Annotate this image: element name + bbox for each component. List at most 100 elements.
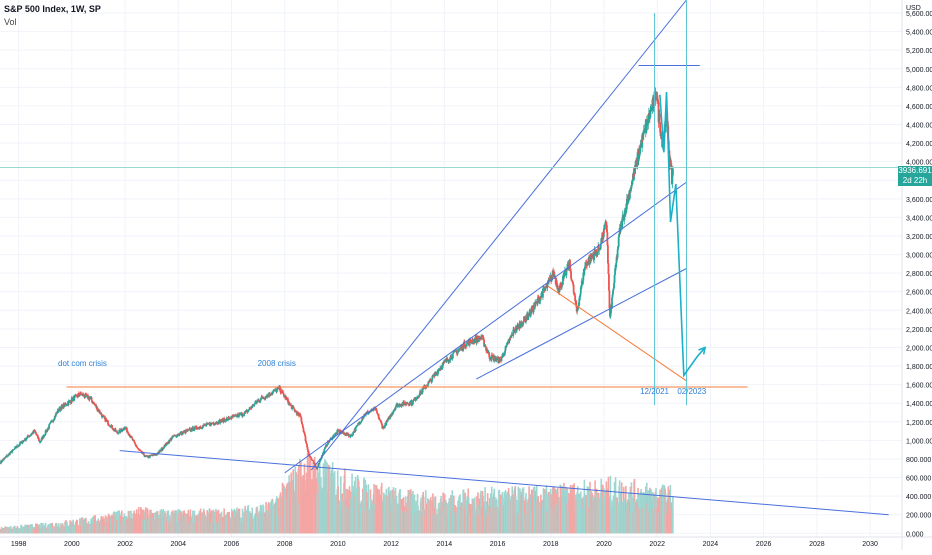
- volume-bar: [380, 482, 383, 534]
- candle-body: [144, 455, 147, 457]
- candle-body: [13, 448, 16, 450]
- candle-body: [522, 320, 525, 324]
- candle-body: [542, 288, 544, 298]
- candle-body: [291, 406, 294, 409]
- candle-body: [627, 195, 630, 204]
- candle-body: [444, 360, 447, 362]
- candle-body: [352, 432, 354, 436]
- candle-body: [326, 444, 329, 446]
- candle-body: [161, 449, 164, 450]
- candle-body: [441, 363, 444, 369]
- volume-bar: [672, 496, 674, 534]
- candle-body: [578, 298, 581, 306]
- candle-body: [172, 436, 175, 437]
- candle-body: [520, 321, 523, 324]
- candle-body: [569, 260, 571, 269]
- candle-body: [135, 446, 138, 448]
- candle-body: [439, 368, 441, 371]
- candle-body: [254, 401, 257, 403]
- candle-body: [437, 370, 439, 375]
- y-axis-tick-label: 3,200.000: [906, 234, 932, 241]
- candle-body: [533, 306, 536, 308]
- x-axis-tick-label: 2012: [383, 541, 399, 548]
- volume-bar: [193, 510, 196, 534]
- candle-body: [456, 351, 459, 355]
- volume-bar: [562, 487, 564, 534]
- candle-body: [224, 419, 227, 420]
- candle-body: [300, 417, 303, 422]
- candle-body: [305, 440, 307, 443]
- candle-body: [190, 428, 193, 431]
- candle-body: [610, 305, 612, 314]
- volume-bar: [625, 485, 627, 534]
- candle-body: [548, 280, 550, 282]
- candle-body: [78, 394, 81, 396]
- candle-body: [65, 403, 67, 406]
- candle-body: [341, 432, 344, 434]
- candle-body: [430, 379, 433, 383]
- candle-body: [523, 316, 526, 319]
- candle-body: [569, 268, 572, 272]
- y-axis-tick-label: 1,200.000: [906, 420, 932, 427]
- candle-body: [165, 442, 168, 446]
- volume-bar: [363, 477, 366, 534]
- candle-body: [318, 460, 321, 463]
- candle-body: [612, 290, 614, 295]
- candle-body: [576, 308, 579, 311]
- candle-body: [535, 301, 538, 303]
- candle-body: [43, 435, 46, 437]
- candle-body: [178, 433, 181, 436]
- candle-body: [654, 91, 657, 100]
- candle-body: [658, 113, 661, 123]
- candle-body: [7, 454, 10, 456]
- candle-body: [386, 418, 389, 421]
- annotation-label: dot com crisis: [58, 359, 107, 368]
- candle-body: [370, 410, 372, 412]
- candle-body: [639, 145, 642, 147]
- candle-body: [253, 403, 256, 406]
- candle-body: [531, 305, 534, 311]
- candle-body: [665, 108, 668, 127]
- y-axis-tick-label: 1,800.000: [906, 364, 932, 371]
- candle-body: [243, 413, 245, 416]
- candle-body: [147, 457, 150, 459]
- candle-body: [553, 271, 556, 278]
- current-price-tag: 3936.691 2d 22h: [898, 166, 932, 186]
- candle-body: [107, 420, 109, 425]
- candle-body: [288, 402, 291, 405]
- candle-body: [643, 130, 646, 131]
- candle-body: [427, 381, 430, 383]
- candle-body: [422, 387, 425, 389]
- candle-body: [408, 402, 411, 405]
- candle-body: [571, 281, 574, 283]
- candle-body: [386, 420, 389, 422]
- candle-body: [73, 396, 76, 401]
- candle-body: [0, 460, 2, 464]
- candle-body: [84, 397, 86, 398]
- candle-body: [642, 132, 645, 140]
- candle-body: [324, 446, 327, 448]
- candle-body: [306, 447, 309, 450]
- y-axis-tick-label: 1,400.000: [906, 401, 932, 408]
- candle-body: [40, 440, 42, 442]
- candle-body: [98, 410, 101, 414]
- candle-body: [361, 417, 364, 421]
- candle-body: [356, 425, 359, 427]
- candle-body: [102, 415, 105, 417]
- candle-body: [143, 456, 146, 457]
- candle-body: [119, 428, 122, 432]
- candle-body: [230, 416, 233, 419]
- candle-body: [89, 398, 91, 399]
- candle-body: [630, 188, 632, 192]
- candle-body: [611, 294, 614, 298]
- candle-body: [94, 404, 97, 406]
- candle-body: [63, 403, 66, 408]
- candle-body: [328, 441, 330, 443]
- candle-body: [407, 403, 410, 405]
- candle-body: [309, 456, 312, 458]
- candle-body: [397, 405, 400, 407]
- candle-body: [249, 408, 252, 409]
- candle-body: [637, 150, 640, 162]
